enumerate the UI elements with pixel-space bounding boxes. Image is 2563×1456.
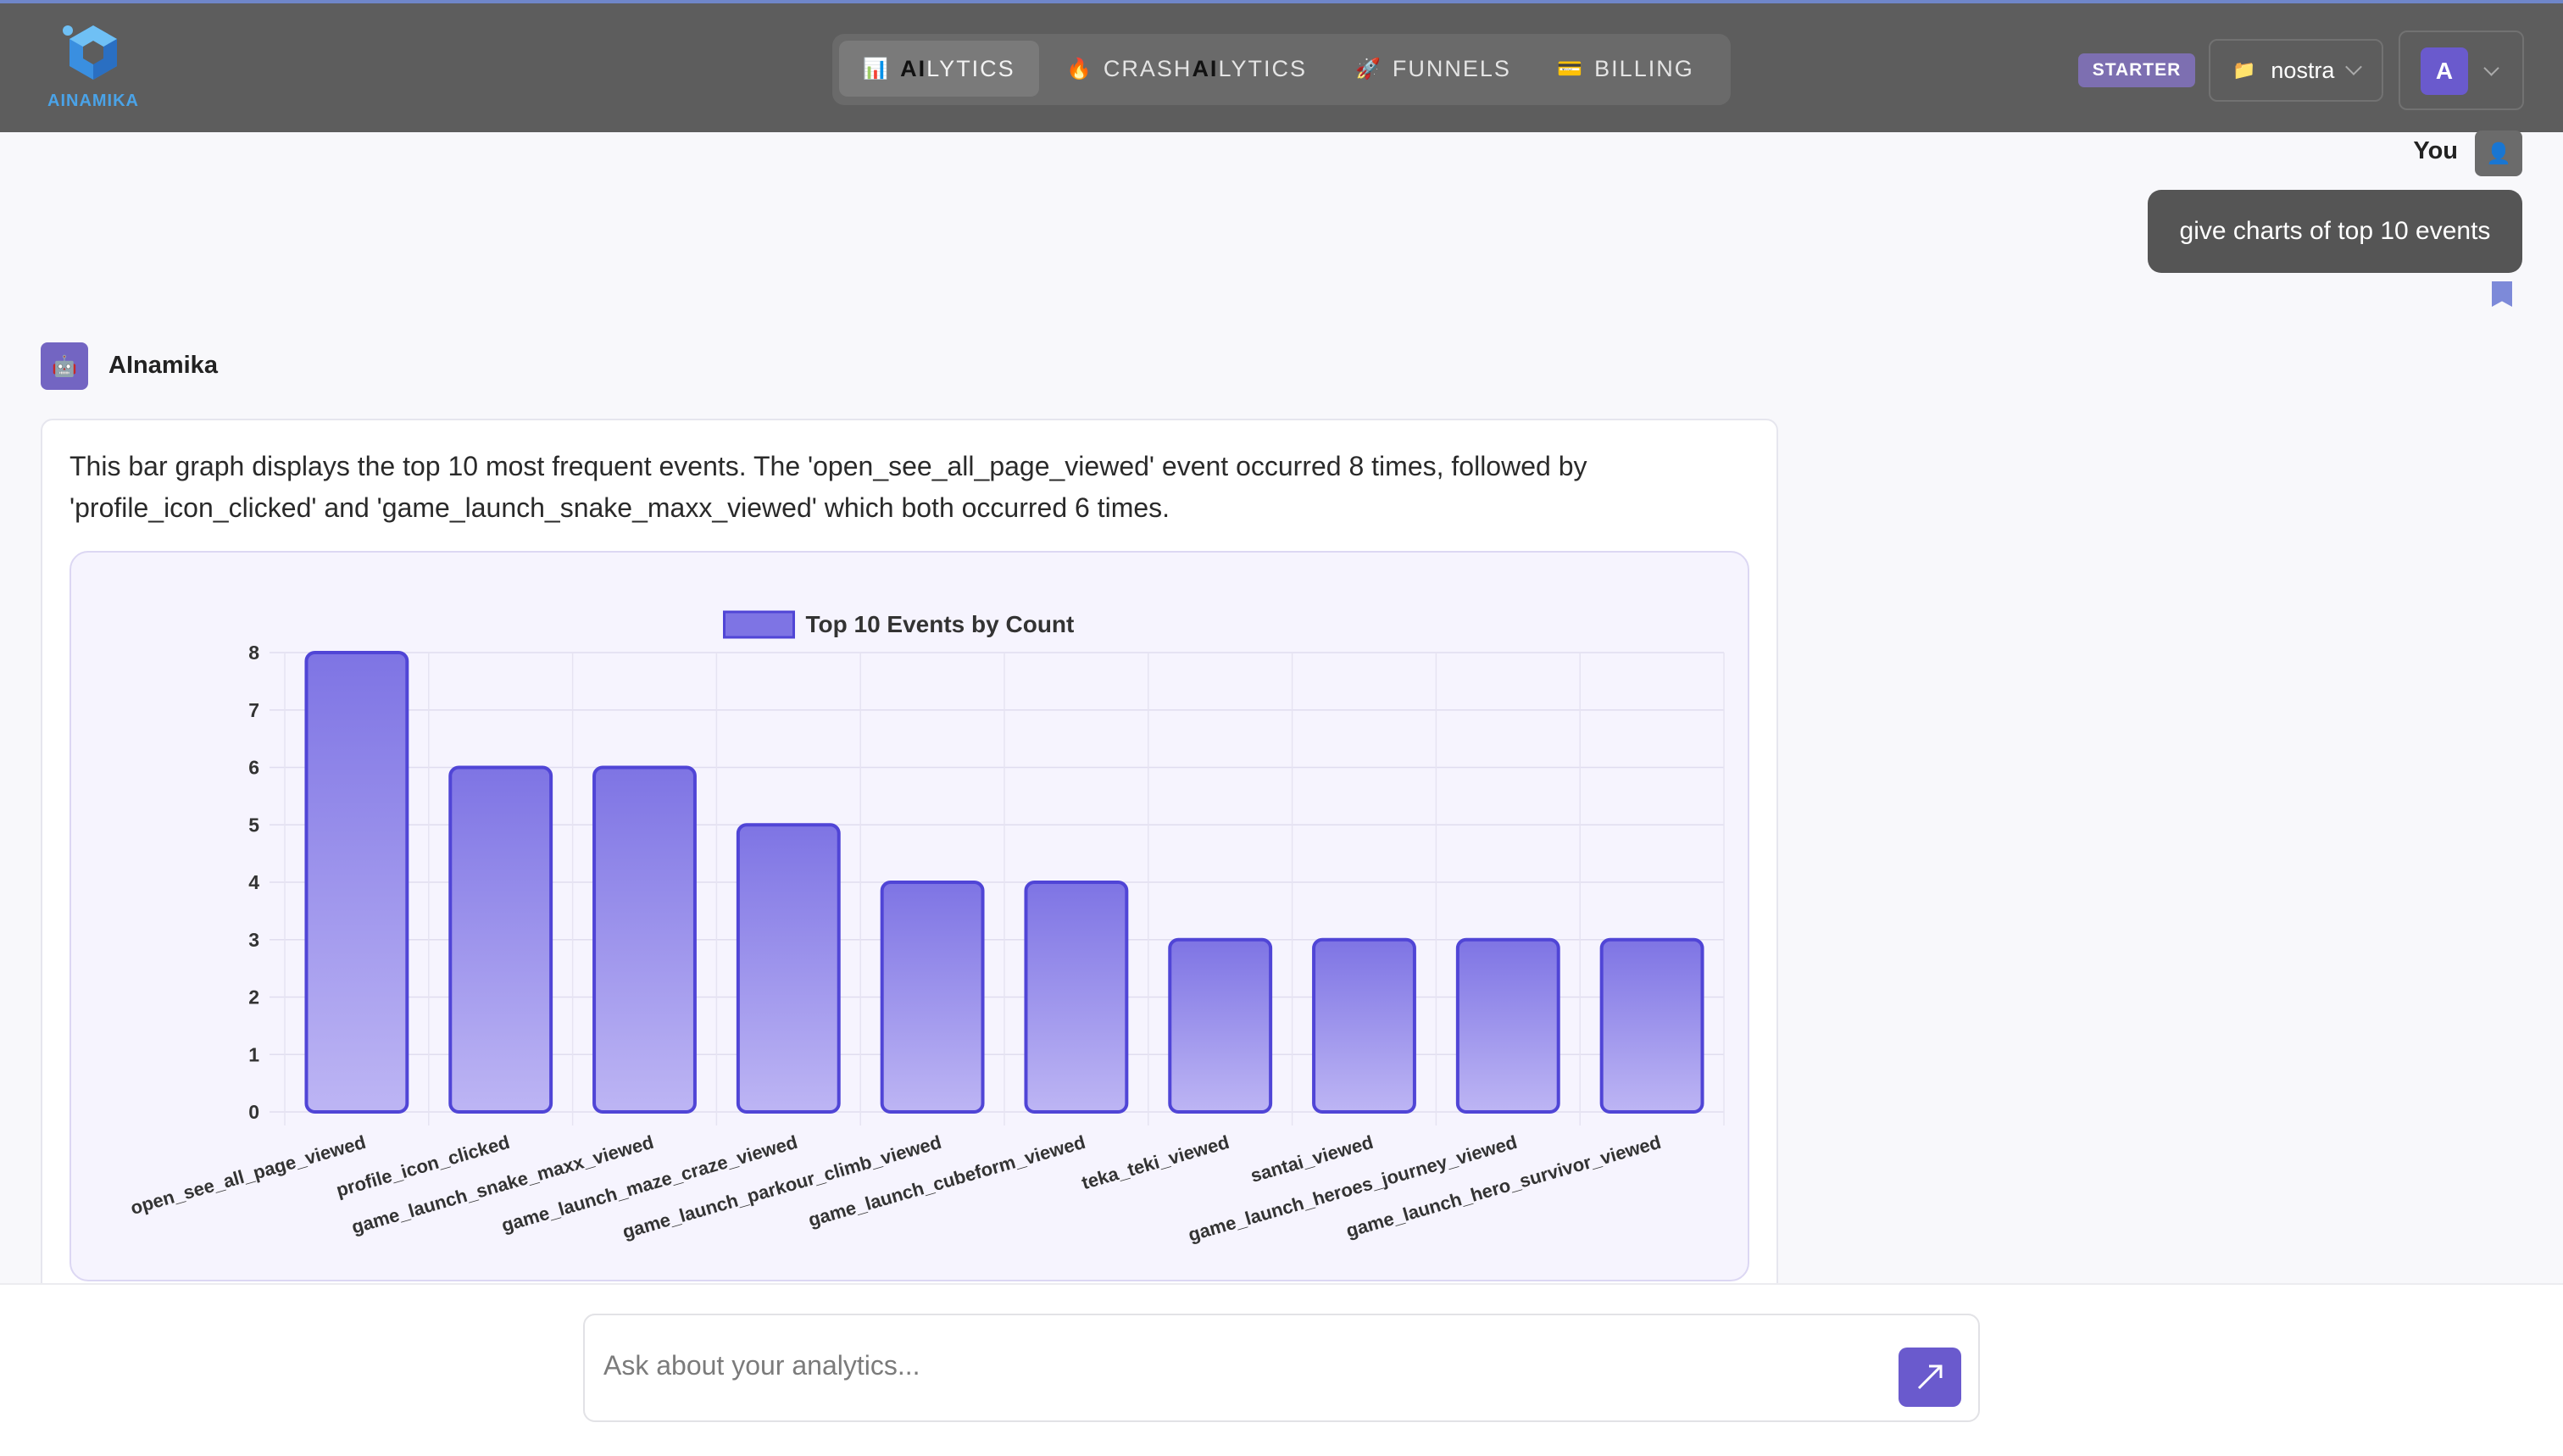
folder-icon: 📁 (2232, 59, 2256, 81)
rocket-icon: 🚀 (1355, 57, 1381, 81)
bar-santai_viewed (1312, 937, 1416, 1114)
y-tick-label: 1 (248, 1043, 259, 1065)
ainamika-logo[interactable]: AINAMIKA (44, 19, 142, 114)
x-tick-label: open_see_all_page_viewed (128, 1131, 368, 1219)
user-menu-button[interactable]: A (2399, 31, 2524, 110)
fire-icon: 🔥 (1066, 57, 1092, 81)
tab-funnels[interactable]: 🚀 FUNNELS (1344, 41, 1522, 97)
bar-profile_icon_clicked (448, 765, 553, 1114)
project-name: nostra (2271, 57, 2335, 83)
ask-input[interactable] (603, 1336, 1841, 1395)
tab-billing-label: BILLING (1594, 55, 1694, 81)
tab-ailytics[interactable]: 📊 AI LYTICS (839, 41, 1039, 97)
main-nav: 📊 AI LYTICS 🔥 CRASH AI LYTICS 🚀 FUNNELS 💳 B… (832, 34, 1731, 105)
tab-billing[interactable]: 💳 BILLING (1543, 41, 1709, 97)
assistant-avatar-icon: 🤖 (41, 342, 88, 390)
bookmark-icon[interactable] (2492, 281, 2512, 307)
x-tick-label: game_launch_cubeform_viewed (806, 1131, 1087, 1231)
assistant-message-text: This bar graph displays the top 10 most … (69, 451, 1587, 523)
chevron-down-icon (2345, 58, 2362, 75)
bar-teka_teki_viewed (1168, 937, 1273, 1114)
send-arrow-icon (1917, 1364, 1943, 1390)
legend-label: Top 10 Events by Count (806, 611, 1075, 637)
top-bar: AINAMIKA 📊 AI LYTICS 🔥 CRASH AI LYTICS 🚀 FU… (0, 0, 2563, 132)
tab-crashailytics-ai: AI (1192, 55, 1219, 81)
cube-logo-icon (63, 25, 117, 80)
y-tick-label: 5 (248, 814, 259, 836)
user-label: You (2413, 137, 2458, 164)
tab-crashailytics-prefix: CRASH (1103, 55, 1193, 81)
y-tick-label: 0 (248, 1101, 259, 1123)
bar-game_launch_heroes_journey_viewed (1455, 937, 1560, 1114)
chat-input-bar (0, 1283, 2563, 1456)
y-tick-label: 6 (248, 757, 259, 779)
bar-game_launch_cubeform_viewed (1024, 881, 1129, 1114)
y-tick-label: 7 (248, 699, 259, 721)
y-tick-label: 4 (248, 871, 259, 893)
user-avatar-icon: 👤 (2475, 131, 2522, 176)
bar-chart: 0 1 2 3 4 5 6 7 8 Top 10 Events by Count open_see_… (128, 610, 1725, 1246)
bar-game_launch_parkour_climb_viewed (880, 881, 985, 1114)
tab-ailytics-suffix: LYTICS (926, 55, 1015, 81)
ask-box (583, 1314, 1980, 1422)
plan-badge: STARTER (2078, 53, 2195, 87)
chevron-down-icon (2483, 60, 2499, 76)
user-message: give charts of top 10 events (2148, 190, 2522, 273)
chart-card: 0 1 2 3 4 5 6 7 8 Top 10 Events by Count open_see_… (69, 551, 1749, 1281)
tab-ailytics-ai: AI (900, 55, 927, 81)
y-tick-label: 8 (248, 642, 259, 664)
bar-open_see_all_page_viewed (304, 651, 409, 1114)
send-button[interactable] (1899, 1348, 1961, 1407)
credit-card-icon: 💳 (1557, 57, 1583, 81)
legend-swatch (723, 610, 795, 639)
tab-crashailytics[interactable]: 🔥 CRASH AI LYTICS (1061, 41, 1312, 97)
tab-crashailytics-suffix: LYTICS (1218, 55, 1307, 81)
tab-funnels-label: FUNNELS (1392, 55, 1511, 81)
bar-chart-icon: 📊 (863, 57, 889, 81)
y-tick-label: 2 (248, 986, 259, 1009)
logo-text: AINAMIKA (47, 92, 139, 110)
assistant-name: AInamika (108, 352, 218, 379)
bar-game_launch_hero_survivor_viewed (1599, 937, 1704, 1114)
bar-game_launch_snake_maxx_viewed (592, 765, 697, 1114)
bar-game_launch_maze_craze_viewed (736, 823, 841, 1114)
x-tick-label: teka_teki_viewed (1079, 1131, 1231, 1194)
project-selector[interactable]: 📁 nostra (2209, 39, 2383, 102)
user-avatar: A (2421, 47, 2468, 95)
y-tick-label: 3 (248, 929, 259, 951)
